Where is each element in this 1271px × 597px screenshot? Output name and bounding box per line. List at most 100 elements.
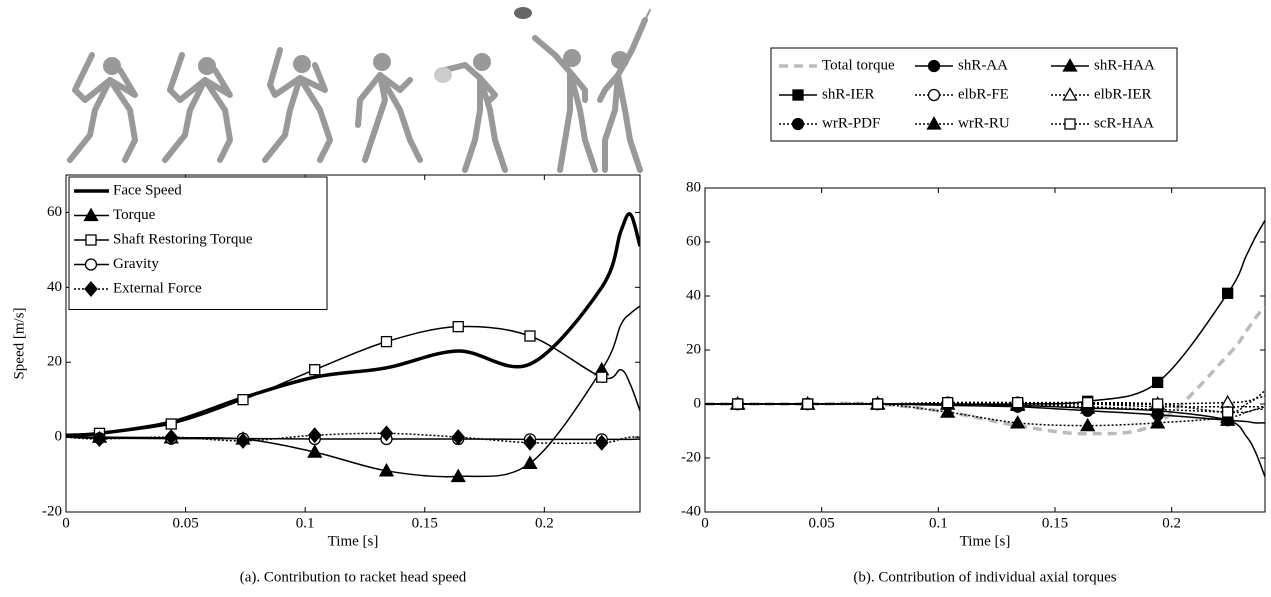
x-tick-label: 0.2 (1162, 515, 1181, 531)
marker (522, 455, 538, 469)
marker (1152, 398, 1164, 410)
x-tick-label: 0.2 (535, 515, 554, 531)
y-tick-label: 40 (686, 287, 701, 303)
y-tick-label: 0 (55, 429, 63, 445)
marker (92, 430, 107, 447)
marker (791, 117, 805, 131)
marker (524, 330, 536, 342)
y-tick-label: 20 (686, 341, 701, 357)
y-tick-label: -40 (681, 503, 701, 519)
legend-box (68, 176, 328, 310)
y-tick-label: 20 (47, 354, 62, 370)
legend-box (770, 47, 1178, 142)
legend-label: Face Speed (113, 182, 182, 198)
y-tick-label: 40 (47, 279, 62, 295)
chart: 0 0.05 0.1 0.15 0.2 -40 -20 0 20 40 60 80 Time [s] (b… (681, 47, 1266, 585)
y-tick-label: -20 (681, 449, 701, 465)
legend-label: Shaft Restoring Torque (113, 231, 253, 247)
series-line (705, 401, 1265, 408)
marker (236, 432, 250, 449)
marker (802, 398, 814, 410)
y-tick-label: 60 (47, 204, 62, 220)
marker (596, 371, 608, 383)
y-tick-label: -20 (42, 503, 62, 519)
stick-figures (67, 7, 651, 173)
marker (450, 468, 466, 483)
series-line (705, 220, 1265, 405)
y-tick-label: 0 (694, 395, 702, 411)
plot-frame (704, 187, 1266, 513)
marker (451, 429, 466, 446)
marker (1062, 58, 1078, 72)
caption: (a). Contribution to racket head speed (240, 569, 467, 585)
marker (927, 88, 941, 102)
marker (83, 207, 99, 222)
marker (1222, 406, 1234, 418)
x-tick-label: 0.05 (172, 515, 198, 531)
marker (594, 434, 609, 451)
series-line (705, 402, 1265, 427)
marker (942, 396, 954, 409)
marker (927, 59, 941, 73)
marker (379, 425, 394, 442)
plot-area (66, 212, 640, 483)
marker (940, 404, 956, 418)
legend: Face Speed Torque Shaft Restoring Torque Gr… (68, 176, 328, 310)
series-line (705, 389, 1265, 413)
marker (164, 429, 179, 446)
marker (1082, 396, 1094, 409)
marker (1010, 415, 1026, 429)
marker (85, 234, 97, 246)
x-axis-label: Time [s] (960, 533, 1011, 549)
x-axis-label: Time [s] (328, 533, 379, 549)
legend-label: Total torque (822, 57, 895, 73)
legend-label: Gravity (113, 256, 159, 272)
marker (84, 258, 98, 271)
legend: Total torque shR-AA shR-HAA shR-IER elbR-FE e… (770, 47, 1178, 142)
marker (1080, 417, 1096, 432)
x-tick-label: 0 (701, 515, 709, 531)
marker (84, 281, 98, 297)
marker (792, 89, 804, 101)
marker (1064, 118, 1076, 130)
legend-label: shR-AA (958, 57, 1008, 73)
series-line (66, 325, 640, 438)
y-axis-label: Speed [m/s] (11, 307, 27, 379)
marker (307, 444, 323, 458)
x-tick-label: 0.15 (412, 515, 438, 531)
marker (378, 462, 395, 477)
legend-label: elbR-IER (1094, 86, 1152, 102)
marker (237, 394, 249, 406)
marker (1012, 396, 1024, 409)
plot-frame (65, 174, 641, 513)
x-tick-label: 0.15 (1042, 515, 1068, 531)
marker (380, 335, 393, 348)
legend-label: shR-IER (822, 86, 875, 102)
legend-label: shR-HAA (1094, 57, 1155, 73)
marker (309, 364, 321, 376)
y-tick-label: 80 (686, 179, 701, 195)
marker (1220, 394, 1236, 409)
caption: (b). Contribution of individual axial to… (853, 569, 1116, 585)
legend-label: wrR-RU (958, 115, 1010, 131)
legend-label: scR-HAA (1094, 115, 1154, 131)
marker (872, 398, 884, 410)
series-line (66, 305, 640, 478)
marker (1150, 415, 1166, 429)
marker (165, 418, 177, 430)
series-line (705, 403, 1265, 414)
legend-label: External Force (113, 280, 202, 296)
marker (452, 320, 464, 333)
legend-label: elbR-FE (958, 86, 1009, 102)
plot-area (705, 220, 1265, 478)
legend-label: wrR-PDF (822, 115, 880, 131)
series-line (705, 305, 1265, 436)
marker (926, 116, 942, 130)
x-tick-label: 0 (62, 515, 70, 531)
marker (523, 434, 537, 451)
x-tick-label: 0.05 (809, 515, 835, 531)
marker (732, 398, 744, 410)
marker (1152, 376, 1164, 389)
